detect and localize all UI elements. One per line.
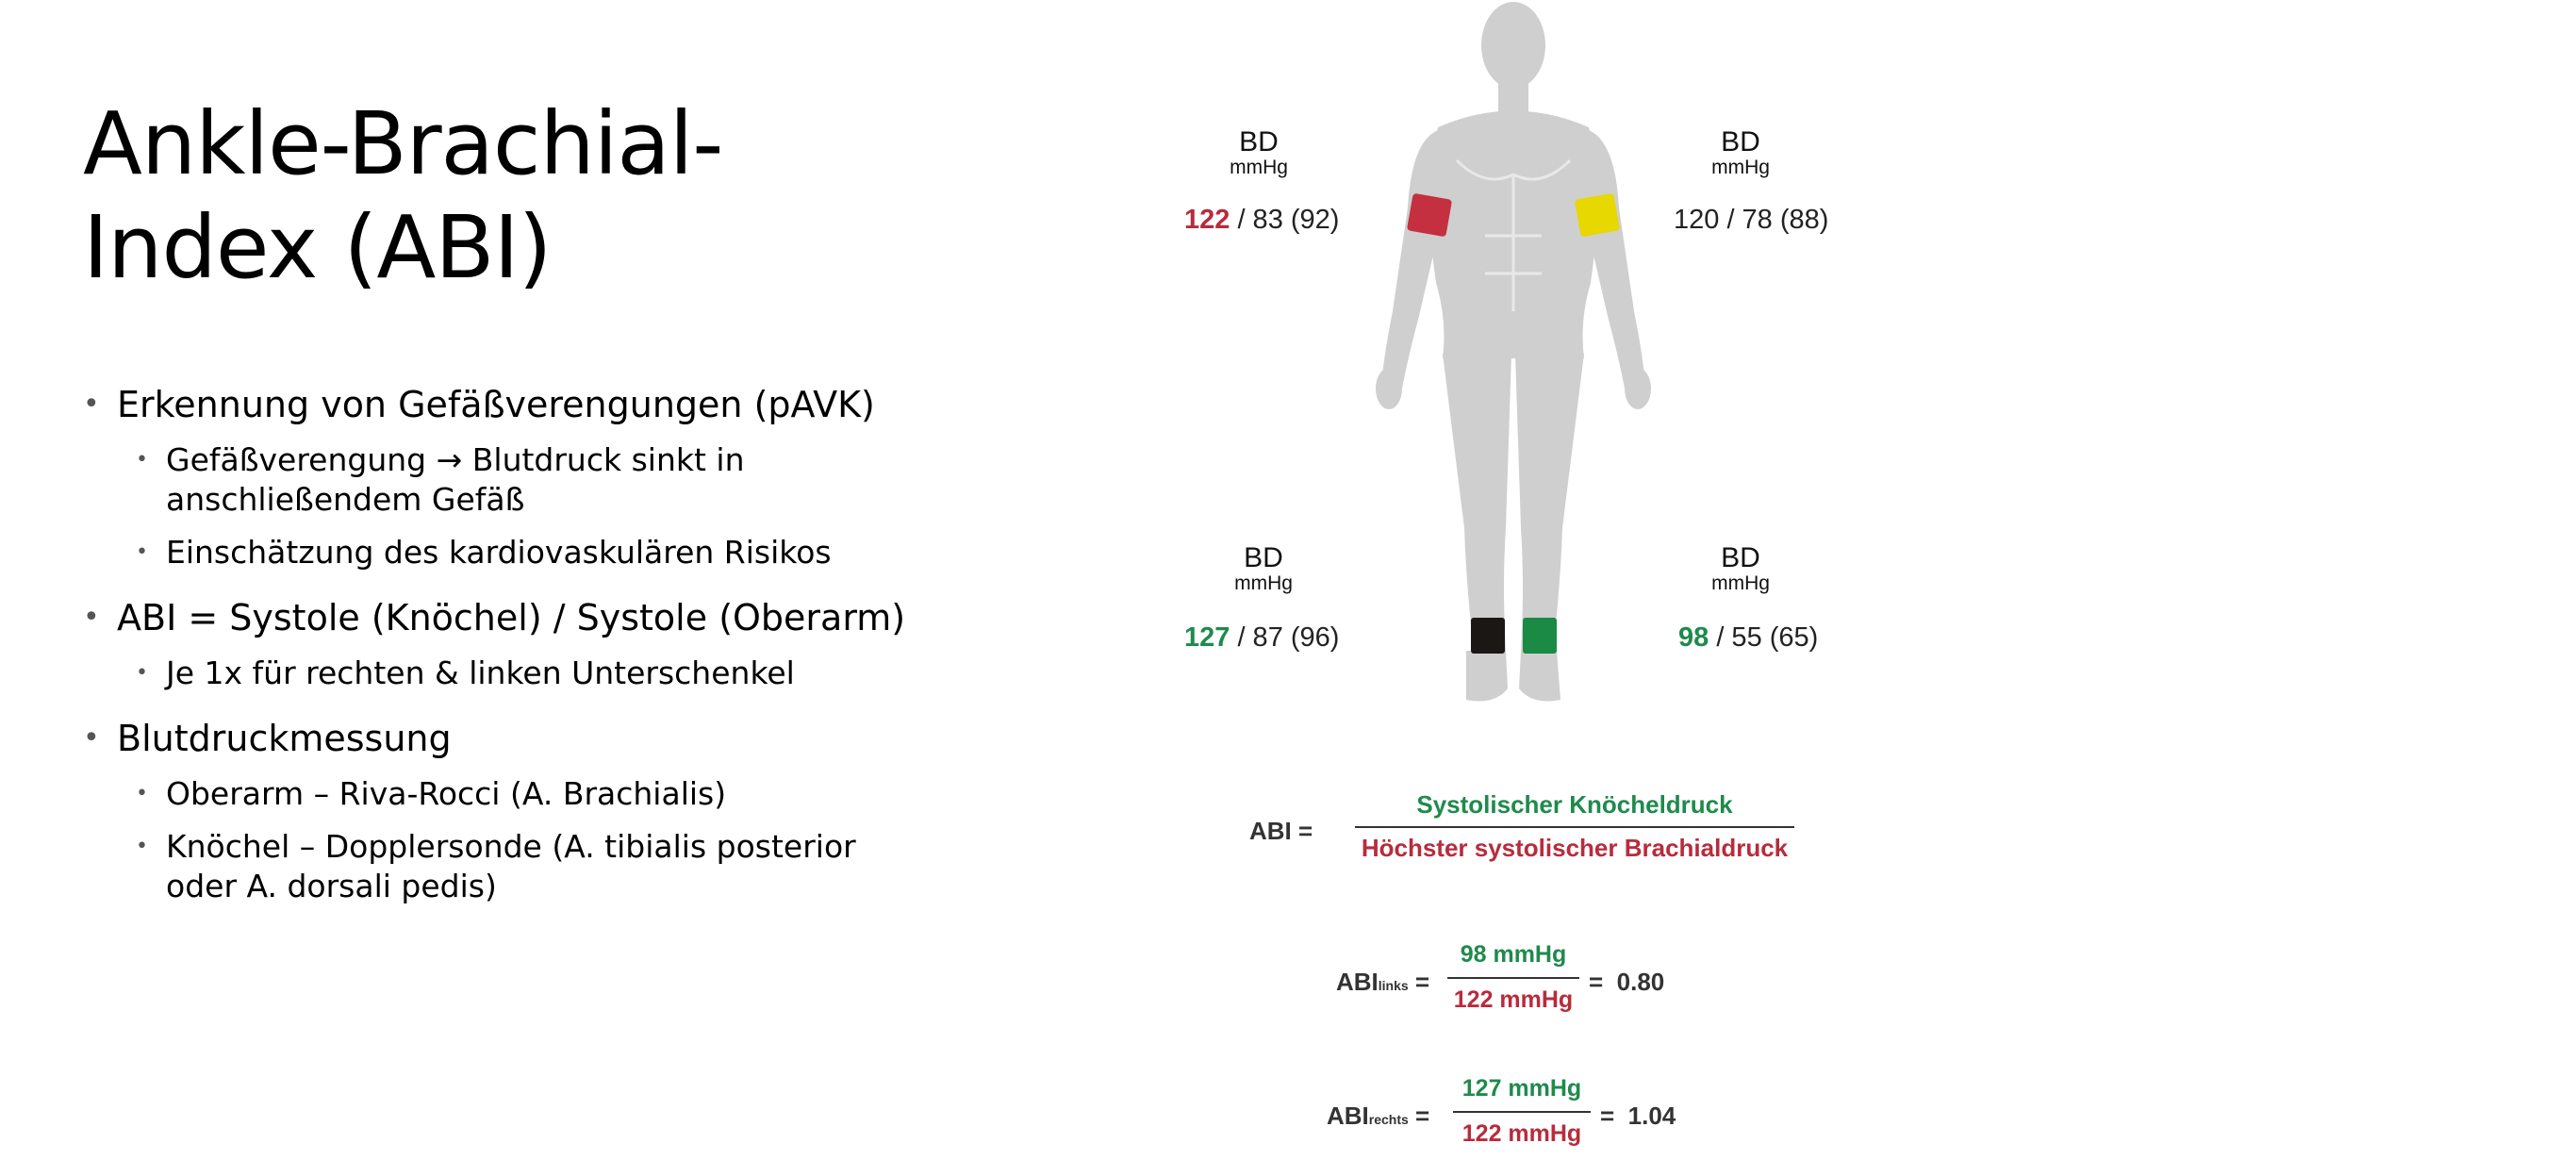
abi-left-fraction-line (1447, 977, 1579, 979)
formula-denominator: Höchster systolischer Brachialdruck (1361, 834, 1789, 862)
sub-bullet-item: Knöchel – Dopplersonde (A. tibialis post… (136, 827, 864, 906)
bd-title: BD (1721, 126, 1760, 157)
left-ankle-cuff (1523, 618, 1557, 654)
bp-value-left-arm: 120 / 78 (88) (1674, 205, 1829, 235)
title-line-1: Ankle-Brachial- (83, 93, 724, 194)
bd-unit: mmHg (1230, 157, 1288, 178)
formula-lhs: ABI = (1249, 817, 1313, 845)
bullet-item: Erkennung von Gefäßverengungen (pAVK) (83, 382, 932, 427)
sub-bullet-item: Je 1x für rechten & linken Unterschenkel (136, 654, 864, 693)
right-arm-cuff (1407, 193, 1452, 237)
formula-fraction-line (1355, 826, 1794, 828)
abi-figure: BD mmHg 122 / 83 (92) BD mmHg 120 / 78 (… (1174, 0, 1872, 1160)
bp-value-right-arm: 122 / 83 (92) (1184, 205, 1339, 236)
bd-title: BD (1239, 126, 1279, 157)
abi-equals: = (1415, 1102, 1430, 1130)
bd-unit: mmHg (1234, 572, 1293, 594)
bd-label-right-arm: BD mmHg (1183, 128, 1334, 179)
abi-right-denominator: 122 mmHg (1461, 1120, 1582, 1147)
abi-text: ABI (1336, 968, 1379, 996)
sub-bullet-item: Gefäßverengung → Blutdruck sinkt in ansc… (136, 440, 864, 520)
title-line-2: Index (ABI) (83, 197, 552, 298)
sub-bullet-item: Oberarm – Riva-Rocci (A. Brachialis) (136, 774, 864, 814)
abi-equals: = (1414, 968, 1430, 996)
systolic-value: 122 (1184, 205, 1230, 235)
abi-left-denominator: 122 mmHg (1453, 986, 1574, 1013)
bp-rest: / 55 (65) (1709, 622, 1819, 653)
bullet-item: ABI = Systole (Knöchel) / Systole (Obera… (83, 595, 932, 640)
abi-left-label: ABIlinks = (1336, 968, 1429, 997)
systolic-value: 98 (1678, 622, 1709, 653)
bd-unit: mmHg (1711, 572, 1770, 594)
slide-title: Ankle-Brachial- Index (ABI) (83, 92, 932, 300)
sub-bullet-item: Einschätzung des kardiovaskulären Risiko… (136, 533, 864, 572)
bp-value-right-ankle: 127 / 87 (96) (1184, 622, 1339, 654)
abi-subscript: rechts (1368, 1112, 1409, 1127)
bd-title: BD (1244, 542, 1283, 573)
abi-right-numerator: 127 mmHg (1461, 1075, 1582, 1102)
bd-label-left-ankle: BD mmHg (1665, 544, 1816, 595)
bullet-group: Blutdruckmessung Oberarm – Riva-Rocci (A… (83, 716, 932, 906)
arrow-icon: → (436, 441, 463, 478)
sub-bullet-text: Gefäßverengung (166, 441, 437, 478)
bd-title: BD (1721, 542, 1760, 573)
abi-right-result: = 1.04 (1600, 1102, 1676, 1130)
bullet-group: Erkennung von Gefäßverengungen (pAVK) Ge… (83, 382, 932, 572)
bp-rest: / 87 (96) (1230, 622, 1340, 653)
abi-subscript: links (1378, 978, 1409, 993)
abi-left-numerator: 98 mmHg (1460, 941, 1567, 968)
systolic-value: 127 (1184, 622, 1230, 653)
abi-right-label: ABIrechts = (1327, 1102, 1429, 1131)
sub-bullet-text: Blutdruck sinkt in anschließendem Gefäß (166, 441, 745, 518)
bd-label-right-ankle: BD mmHg (1188, 544, 1339, 595)
bp-value-left-ankle: 98 / 55 (65) (1678, 622, 1818, 654)
left-arm-cuff (1575, 193, 1620, 237)
bullet-list: Erkennung von Gefäßverengungen (pAVK) Ge… (83, 382, 932, 929)
bp-rest: / 83 (92) (1230, 205, 1340, 235)
abi-text: ABI (1327, 1102, 1369, 1130)
abi-right-fraction-line (1453, 1111, 1591, 1113)
bullet-group: ABI = Systole (Knöchel) / Systole (Obera… (83, 595, 932, 693)
formula-numerator: Systolischer Knöcheldruck (1416, 790, 1733, 819)
right-ankle-cuff (1471, 618, 1505, 654)
bd-unit: mmHg (1711, 157, 1770, 178)
abi-left-result: = 0.80 (1589, 968, 1665, 996)
bd-label-left-arm: BD mmHg (1665, 128, 1816, 179)
body-silhouette-icon (1376, 2, 1651, 702)
bullet-item: Blutdruckmessung (83, 716, 932, 761)
